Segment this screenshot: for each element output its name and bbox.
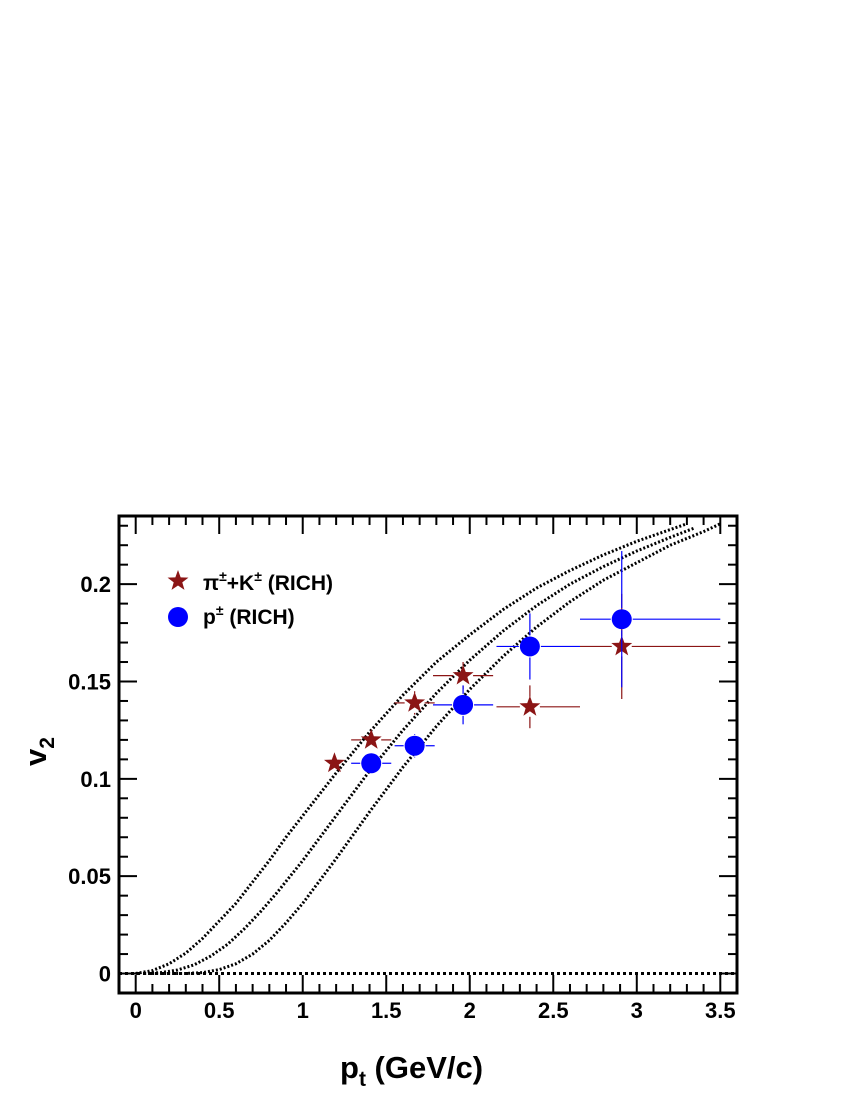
x-tick-label: 1 [297,998,309,1023]
legend-label-pion-kaon: π±+K± (RICH) [203,568,333,595]
x-tick-label: 3 [631,998,643,1023]
y-tick-label: 0 [99,962,111,987]
x-tick-label: 0 [130,998,142,1023]
dotted-curve-3 [144,522,721,975]
plot-area: 0 0.5 1 1.5 2 2.5 3 3.5 0 0.05 0.1 0.15 0.2 [68,514,739,1023]
plot-frame [117,514,739,995]
legend: π±+K± (RICH) p± (RICH) [167,568,333,629]
proton-data-point [519,636,540,657]
y-tick-label: 0.1 [80,767,111,792]
y-axis-title: v2 [18,737,59,766]
pion-kaon-data-point [324,752,345,773]
pion-kaon-data-point [519,695,541,716]
pion-kaon-data-point [452,664,474,685]
x-tick-label: 2 [464,998,476,1023]
x-tick-label: 0.5 [204,998,235,1023]
proton-data-point [453,694,474,715]
x-axis-title: pt (GeV/c) [340,1050,483,1091]
y-tick-label: 0.15 [68,669,111,694]
y-tick-label: 0.05 [68,864,111,889]
proton-data-point [404,735,425,756]
pion-kaon-data-point [404,691,426,712]
pion-kaon-data-point [360,728,382,749]
x-tick-label: 3.5 [705,998,736,1023]
x-tick-label: 2.5 [538,998,569,1023]
legend-star-marker [167,570,189,590]
dotted-curve-2 [144,526,696,975]
x-tick-label: 1.5 [371,998,402,1023]
proton-data-point [361,753,382,774]
legend-label-proton: p± (RICH) [203,602,295,629]
legend-circle-marker [168,607,188,627]
dotted-curve-1 [135,522,688,975]
proton-data-point [611,609,632,630]
y-tick-label: 0.2 [80,572,111,597]
legend-star-icon [167,570,189,590]
